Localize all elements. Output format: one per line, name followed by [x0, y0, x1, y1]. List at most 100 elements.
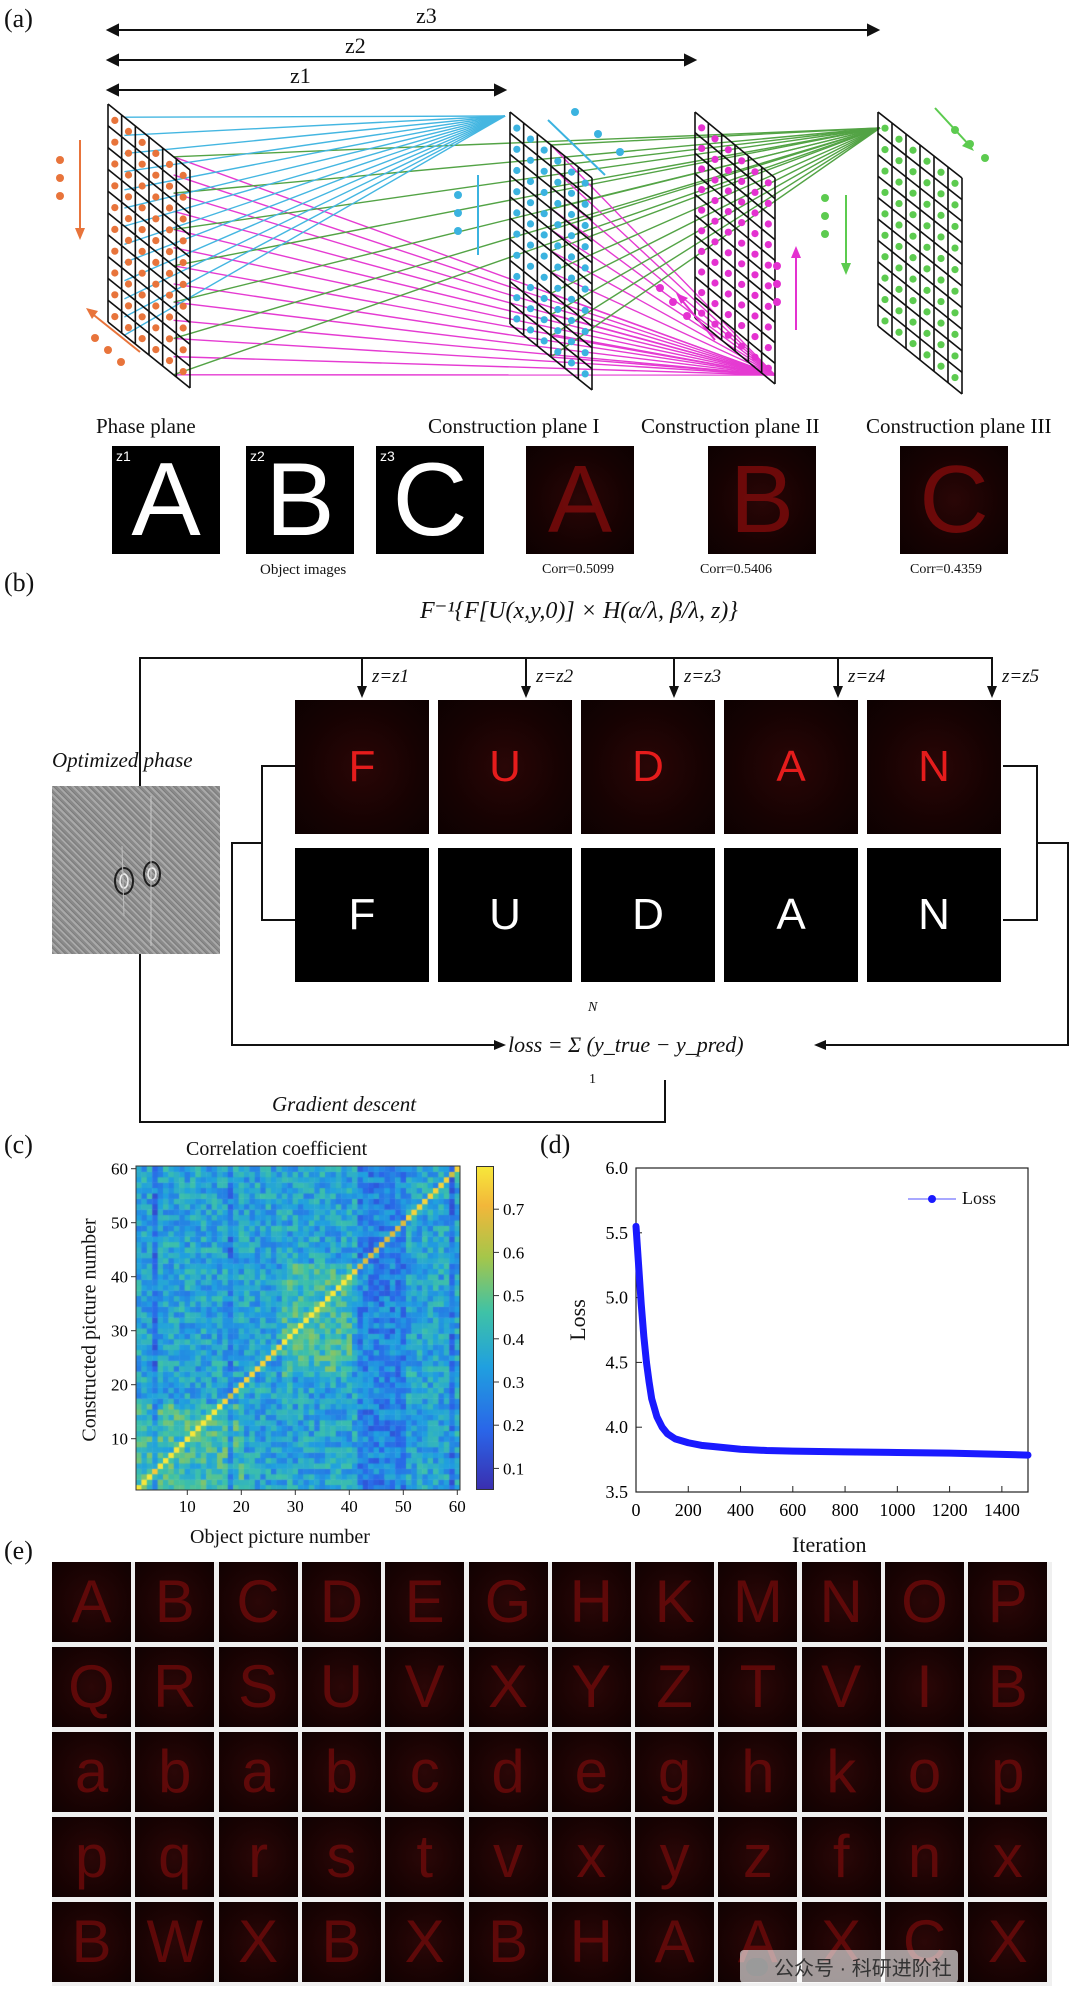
- reconstruction-tile: t: [385, 1817, 465, 1897]
- output-image-a: A: [724, 700, 858, 834]
- panel-label-c: (c): [4, 1130, 33, 1159]
- loss-point: [998, 1451, 1005, 1458]
- loss-point: [789, 1448, 796, 1455]
- reconstruction-tile: s: [301, 1817, 381, 1897]
- ray-to-plane-2: [550, 313, 776, 376]
- phase-plane-title: Phase plane: [96, 414, 196, 438]
- plane-grids: [107, 103, 963, 395]
- reconstruction-letter: x: [576, 1823, 607, 1890]
- panel-label-d: (d): [540, 1130, 571, 1159]
- z2-label: z2: [345, 33, 366, 58]
- panel-label-b: (b): [4, 568, 35, 597]
- object-images-caption: Object images: [260, 562, 347, 578]
- reconstruction-letter: t: [416, 1823, 434, 1890]
- corr-value-3: Corr=0.4359: [910, 562, 983, 577]
- reconstruction-tile: a: [52, 1732, 131, 1812]
- reconstruction-tile: B: [468, 1902, 548, 1982]
- output-image-f: F: [295, 700, 429, 834]
- loss-y-tick: 4.0: [606, 1417, 629, 1437]
- ray-to-plane-2: [173, 355, 776, 376]
- reconstruction-tile: P: [968, 1562, 1048, 1642]
- reconstruction-letter: B: [71, 1908, 112, 1975]
- optimized-phase-label: Optimized phase: [52, 748, 193, 772]
- z-label-5: z=z5: [1002, 666, 1040, 687]
- ray-to-plane-1: [124, 115, 506, 246]
- reconstruction-tile: Z: [635, 1647, 715, 1727]
- reconstruction-tile: X: [385, 1902, 465, 1982]
- loss-point: [646, 1378, 653, 1385]
- reconstruction-letter: O: [901, 1568, 948, 1635]
- ray-to-plane-2: [173, 192, 776, 376]
- reconstruction-tile: S: [218, 1647, 298, 1727]
- loss-point: [635, 1262, 642, 1269]
- construction-plane-3-grid: [877, 111, 963, 395]
- reconstruction-letter: k: [826, 1738, 857, 1805]
- reconstruction-letter: b: [324, 1738, 359, 1805]
- ray-to-plane-2: [550, 250, 776, 376]
- reconstruction-letter: o: [907, 1738, 942, 1805]
- ray-to-plane-3: [550, 127, 881, 252]
- reconstruction-letter: Z: [656, 1653, 693, 1720]
- loss-point: [672, 1435, 679, 1442]
- reconstruction-letter: V: [821, 1653, 862, 1720]
- ray-to-plane-1: [124, 115, 506, 191]
- reconstruction-tile: c: [385, 1732, 465, 1812]
- reconstruction-letter: c: [409, 1738, 440, 1805]
- construction-plane-2-title: Construction plane II: [641, 414, 820, 438]
- loss-y-tick: 3.5: [606, 1482, 629, 1502]
- ray-to-plane-3: [173, 127, 881, 231]
- z-label-4: z=z4: [848, 666, 886, 687]
- reconstruction-letter: X: [238, 1908, 279, 1975]
- reconstruction-tile: z: [718, 1817, 798, 1897]
- ray-to-plane-2: [173, 228, 776, 376]
- propagation-formula: F⁻¹{F[U(x,y,0)] × H(α/λ, β/λ, z)}: [420, 598, 738, 624]
- reconstruction-letter: f: [832, 1823, 850, 1890]
- loss-x-tick: 200: [675, 1500, 702, 1520]
- reconstruction-tile: V: [801, 1647, 881, 1727]
- ray-to-plane-1: [124, 115, 506, 209]
- reconstruction-letter: U: [319, 1653, 364, 1720]
- reconstruction-letter: g: [657, 1738, 692, 1805]
- ray-to-plane-3: [550, 127, 881, 167]
- reconstruction-letter: S: [238, 1653, 279, 1720]
- panel-label-a: (a): [4, 4, 33, 33]
- target-image-d: D: [581, 848, 715, 982]
- ray-to-plane-1: [124, 115, 506, 300]
- reconstruction-tile: E: [385, 1562, 465, 1642]
- reconstruction-tile: T: [718, 1647, 798, 1727]
- loss-x-tick: 0: [632, 1500, 641, 1520]
- reconstruction-letter: H: [569, 1908, 613, 1975]
- phase-plane-grid: [107, 103, 191, 389]
- reconstruction-letter: a: [241, 1738, 275, 1805]
- ray-to-plane-1: [124, 115, 506, 318]
- target-image-a: A: [724, 848, 858, 982]
- flow-connectors: [139, 657, 1069, 1123]
- z-label-2: z=z2: [536, 666, 574, 687]
- ray-to-plane-3: [173, 127, 881, 340]
- loss-y-tick: 5.0: [606, 1288, 629, 1308]
- corr-value-1: Corr=0.5099: [542, 562, 615, 577]
- corr-value-2: Corr=0.5406: [700, 562, 773, 577]
- reconstruction-letter: v: [493, 1823, 523, 1890]
- loss-y-tick: 4.5: [606, 1352, 629, 1372]
- reconstruction-letter: e: [574, 1738, 608, 1805]
- reconstruction-tile: b: [135, 1732, 215, 1812]
- ray-to-plane-3: [173, 127, 881, 158]
- reconstruction-tile: B: [135, 1562, 215, 1642]
- reconstruction-letter: B: [154, 1568, 195, 1635]
- ray-to-plane-2: [550, 335, 776, 376]
- loss-point: [648, 1395, 655, 1402]
- z3-label: z3: [416, 3, 437, 28]
- reconstruction-letter: M: [732, 1568, 783, 1635]
- reconstruction-letter: T: [739, 1653, 777, 1720]
- loss-point: [763, 1447, 770, 1454]
- loss-x-tick: 1400: [984, 1500, 1020, 1520]
- reconstruction-letter: r: [248, 1823, 269, 1890]
- reconstruction-tile: G: [468, 1562, 548, 1642]
- loss-point: [633, 1223, 639, 1230]
- ray-to-plane-3: [173, 127, 881, 267]
- object-image-b: z2 B: [246, 446, 354, 554]
- reconstruction-tile: n: [885, 1817, 964, 1897]
- construction-plane-2-grid: [694, 111, 776, 385]
- reconstruction-tile: M: [718, 1562, 798, 1642]
